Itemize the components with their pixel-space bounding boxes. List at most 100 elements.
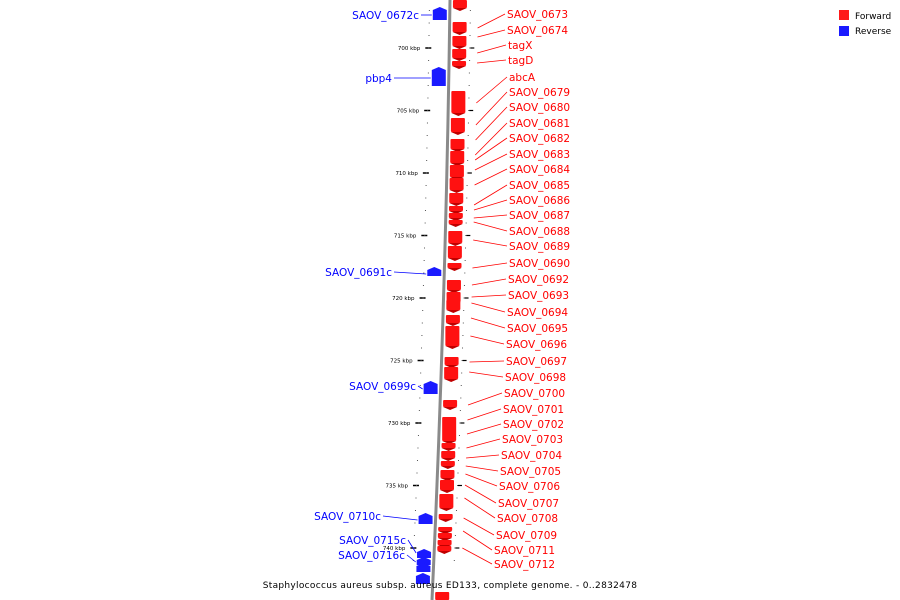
forward-gene-arrowhead bbox=[451, 113, 466, 116]
forward-gene-arrowhead bbox=[448, 243, 463, 246]
forward-gene-label: SAOV_0703 bbox=[502, 434, 563, 446]
scale-tick-label: 735 kbp bbox=[386, 484, 409, 490]
minor-tick bbox=[463, 310, 465, 311]
reverse-gene-block bbox=[432, 7, 447, 20]
minor-tick bbox=[454, 547, 456, 549]
forward-gene-label: SAOV_0679 bbox=[509, 87, 570, 99]
forward-gene-block bbox=[441, 451, 456, 458]
legend-forward-label: Forward bbox=[855, 12, 891, 22]
scale-tick-label: 725 kbp bbox=[390, 359, 413, 365]
forward-gene-arrowhead bbox=[452, 66, 467, 69]
minor-tick bbox=[465, 210, 467, 211]
minor-tick bbox=[464, 260, 466, 261]
reverse-gene-label: SAOV_0672c bbox=[352, 10, 419, 22]
forward-gene-block bbox=[440, 470, 455, 478]
forward-gene-block bbox=[445, 326, 460, 346]
minor-tick bbox=[468, 97, 470, 99]
minor-tick bbox=[466, 172, 468, 174]
minor-tick bbox=[463, 285, 465, 286]
minor-tick bbox=[464, 272, 466, 274]
forward-gene-arrowhead bbox=[447, 268, 462, 271]
minor-tick bbox=[459, 422, 461, 424]
minor-tick bbox=[465, 235, 467, 236]
forward-gene-leader bbox=[476, 76, 508, 104]
minor-tick bbox=[426, 122, 428, 124]
forward-gene-block bbox=[446, 300, 461, 310]
forward-gene-block bbox=[440, 461, 455, 466]
minor-tick bbox=[427, 72, 429, 74]
forward-gene-block bbox=[449, 178, 464, 190]
forward-gene-label: SAOV_0698 bbox=[505, 372, 566, 384]
forward-gene-leader bbox=[473, 199, 508, 211]
reverse-gene-leader bbox=[382, 515, 418, 521]
reverse-gene-block bbox=[416, 557, 431, 565]
minor-tick bbox=[457, 460, 459, 461]
minor-tick bbox=[415, 485, 417, 486]
forward-gene-label: SAOV_0695 bbox=[507, 323, 568, 335]
forward-gene-leader bbox=[477, 13, 506, 29]
forward-gene-arrowhead bbox=[452, 46, 467, 49]
forward-gene-arrowhead bbox=[446, 290, 461, 293]
forward-gene-block bbox=[439, 480, 454, 490]
forward-gene-block bbox=[452, 61, 467, 66]
forward-gene-arrowhead bbox=[448, 218, 463, 221]
forward-gene-block bbox=[450, 118, 465, 132]
scale-tick-label: 730 kbp bbox=[388, 421, 411, 427]
forward-gene-arrowhead bbox=[449, 203, 464, 206]
forward-gene-arrowhead bbox=[441, 458, 456, 461]
reverse-genes: SAOV_0672c pbp4 SAOV_0691c SAOV_0699c SAOV_0… bbox=[314, 7, 447, 584]
forward-gene-leader bbox=[475, 106, 508, 141]
forward-gene-block bbox=[437, 546, 452, 551]
forward-gene-arrowhead bbox=[440, 478, 455, 481]
forward-gene-label: SAOV_0697 bbox=[506, 356, 567, 368]
forward-gene-leader bbox=[477, 59, 507, 64]
forward-gene-block bbox=[447, 263, 462, 268]
minor-tick bbox=[469, 35, 471, 36]
forward-gene-leader bbox=[473, 221, 508, 232]
forward-gene-arrowhead bbox=[445, 323, 460, 326]
minor-tick bbox=[468, 85, 470, 86]
minor-tick bbox=[467, 160, 469, 161]
minor-tick bbox=[462, 347, 464, 349]
scale-tick-label: 740 kbp bbox=[383, 546, 406, 552]
minor-tick bbox=[424, 235, 426, 236]
minor-tick bbox=[415, 497, 417, 499]
minor-tick bbox=[426, 147, 428, 149]
scale-tick-label: 700 kbp bbox=[398, 46, 421, 52]
minor-tick bbox=[462, 335, 464, 336]
reverse-gene-block bbox=[431, 67, 446, 86]
forward-gene-leader bbox=[474, 168, 508, 186]
forward-gene-block bbox=[437, 540, 452, 545]
forward-gene-arrowhead bbox=[437, 551, 452, 554]
reverse-gene-block bbox=[418, 513, 433, 524]
minor-tick bbox=[453, 560, 455, 561]
minor-tick bbox=[460, 397, 462, 399]
minor-tick bbox=[455, 522, 457, 524]
minor-tick bbox=[417, 447, 419, 449]
minor-tick bbox=[428, 35, 430, 36]
minor-tick bbox=[469, 10, 471, 11]
forward-gene-label: SAOV_0693 bbox=[508, 290, 569, 302]
minor-tick bbox=[467, 147, 469, 149]
minor-tick bbox=[418, 422, 420, 424]
forward-gene-block bbox=[448, 220, 463, 224]
minor-tick bbox=[465, 222, 467, 224]
forward-gene-arrowhead bbox=[444, 379, 459, 382]
reverse-gene-label: pbp4 bbox=[365, 73, 392, 85]
forward-gene-label: SAOV_0681 bbox=[509, 118, 570, 130]
forward-gene-leader bbox=[462, 530, 493, 551]
minor-tick bbox=[458, 447, 460, 449]
minor-tick bbox=[426, 135, 428, 136]
forward-gene-block bbox=[438, 527, 453, 531]
forward-gene-arrowhead bbox=[449, 190, 464, 193]
forward-gene-label: SAOV_0684 bbox=[509, 164, 570, 176]
legend: Forward Reverse bbox=[839, 10, 892, 37]
forward-gene-leader bbox=[475, 91, 508, 126]
forward-gene-block bbox=[452, 22, 467, 32]
forward-gene-arrowhead bbox=[439, 508, 454, 511]
forward-gene-block bbox=[445, 315, 460, 323]
forward-gene-leader bbox=[472, 262, 508, 269]
forward-gene-label: SAOV_0704 bbox=[501, 450, 562, 462]
forward-gene-label: SAOV_0706 bbox=[499, 481, 560, 493]
